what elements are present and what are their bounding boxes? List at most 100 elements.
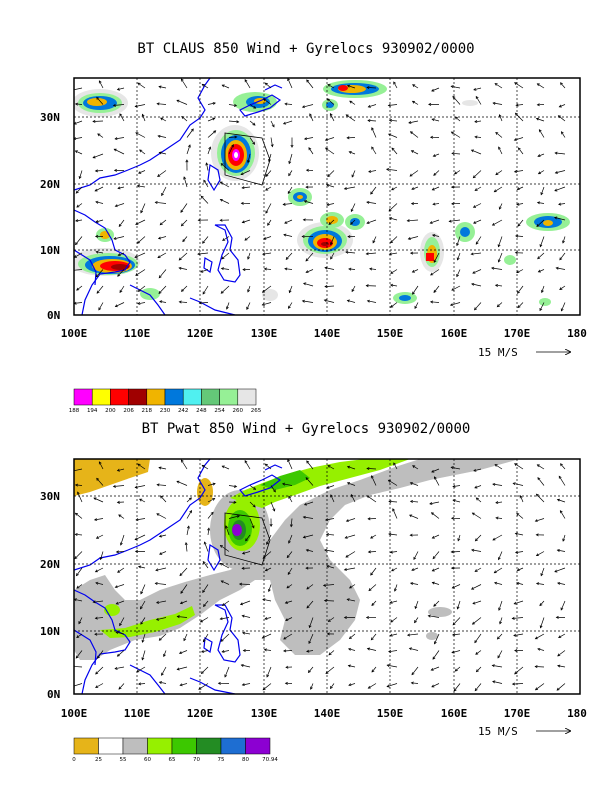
wind-arrowhead (387, 103, 391, 107)
bottom-gyre-outline (224, 512, 271, 566)
wind-arrowhead (288, 495, 292, 499)
wind-vector (265, 567, 272, 572)
wind-arrowhead (220, 580, 224, 584)
wind-arrowhead (346, 465, 351, 469)
wind-vector (344, 567, 356, 571)
wind-vector (308, 147, 314, 155)
wind-arrowhead (134, 104, 138, 108)
wind-arrowhead (116, 87, 120, 91)
wind-arrowhead (431, 234, 436, 237)
wind-arrowhead (429, 502, 433, 506)
wind-arrowhead (231, 144, 234, 148)
wind-vector (303, 534, 314, 538)
wind-arrowhead (450, 466, 454, 470)
wind-arrowhead (200, 269, 204, 273)
wind-vector (457, 252, 461, 261)
wind-arrowhead (201, 83, 205, 87)
wind-arrowhead (212, 482, 216, 486)
wind-arrowhead (411, 100, 416, 104)
wind-arrowhead (198, 686, 202, 690)
wind-arrowhead (412, 465, 416, 469)
wind-vector (139, 498, 146, 503)
wind-arrowhead (494, 464, 498, 467)
wind-arrowhead (281, 482, 286, 486)
wind-arrowhead (430, 667, 434, 671)
wind-arrowhead (451, 585, 455, 589)
wind-vector (535, 683, 545, 691)
wind-arrowhead (159, 300, 163, 304)
wind-arrowhead (492, 537, 496, 541)
colorbar-swatch (98, 737, 124, 755)
wind-arrowhead (491, 266, 495, 270)
wind-arrowhead (368, 588, 372, 592)
wind-arrowhead (349, 100, 353, 104)
wind-arrowhead (264, 463, 268, 467)
wind-vector (303, 516, 314, 519)
wind-arrowhead (346, 84, 351, 88)
wind-vector (432, 567, 440, 572)
wind-vector (514, 170, 524, 173)
wind-arrowhead (558, 475, 562, 479)
wind-vector (326, 533, 335, 536)
wind-vector (283, 234, 293, 237)
wind-vector (371, 127, 377, 138)
wind-vector (498, 236, 503, 247)
wind-arrowhead (411, 672, 415, 676)
wind-arrowhead (491, 664, 495, 668)
wind-vector (95, 582, 104, 585)
bottom-map-field (74, 459, 580, 694)
wind-arrowhead (413, 556, 417, 561)
wind-arrowhead (200, 671, 204, 675)
wind-vector (329, 113, 335, 122)
wind-vector (246, 302, 251, 310)
wind-arrowhead (233, 103, 238, 107)
wind-arrowhead (433, 289, 437, 293)
wind-vector (518, 147, 524, 155)
wind-vector (347, 598, 356, 602)
wind-vector (228, 136, 237, 138)
wind-arrowhead (158, 275, 162, 279)
wind-vector (263, 236, 272, 240)
wind-arrowhead (449, 303, 454, 307)
wind-vector (220, 285, 230, 294)
wind-vector (472, 600, 482, 605)
wind-arrowhead (288, 173, 292, 177)
wind-arrowhead (272, 508, 276, 512)
wind-vector (222, 84, 230, 89)
wind-vector (560, 510, 566, 519)
wind-vector (155, 582, 167, 585)
wind-vector (117, 650, 125, 657)
wind-vector (492, 534, 503, 541)
wind-arrowhead (347, 235, 351, 239)
wind-arrowhead (158, 466, 162, 470)
wind-vector (264, 649, 272, 651)
wind-arrowhead (155, 568, 159, 572)
wind-arrowhead (134, 537, 138, 541)
wind-arrowhead (305, 477, 309, 481)
wind-arrowhead (471, 621, 476, 625)
wind-vector (262, 683, 272, 691)
bottom-lat-labels: 30N 20N 10N 0N (40, 490, 60, 701)
wind-arrowhead (470, 149, 475, 153)
wind-arrowhead (343, 568, 347, 571)
wind-vector (390, 269, 398, 274)
wind-vector (115, 666, 125, 670)
wind-arrowhead (514, 82, 518, 85)
wind-vector (181, 78, 188, 89)
colorbar-label: 25 (95, 757, 102, 763)
wind-arrowhead (346, 598, 350, 602)
wind-vector (554, 186, 566, 192)
wind-arrowhead (244, 460, 248, 464)
wind-arrowhead (452, 499, 456, 503)
wind-arrowhead (155, 600, 160, 604)
wind-vector (372, 236, 377, 243)
bottom-lon-180: 180 (567, 707, 587, 720)
wind-arrowhead (92, 155, 96, 159)
wind-arrowhead (76, 204, 80, 208)
wind-vector (158, 236, 167, 239)
wind-vector (160, 117, 167, 122)
wind-arrowhead (176, 667, 180, 671)
wind-arrowhead (140, 210, 144, 214)
wind-vector (412, 269, 419, 273)
wind-arrowhead (197, 218, 201, 222)
